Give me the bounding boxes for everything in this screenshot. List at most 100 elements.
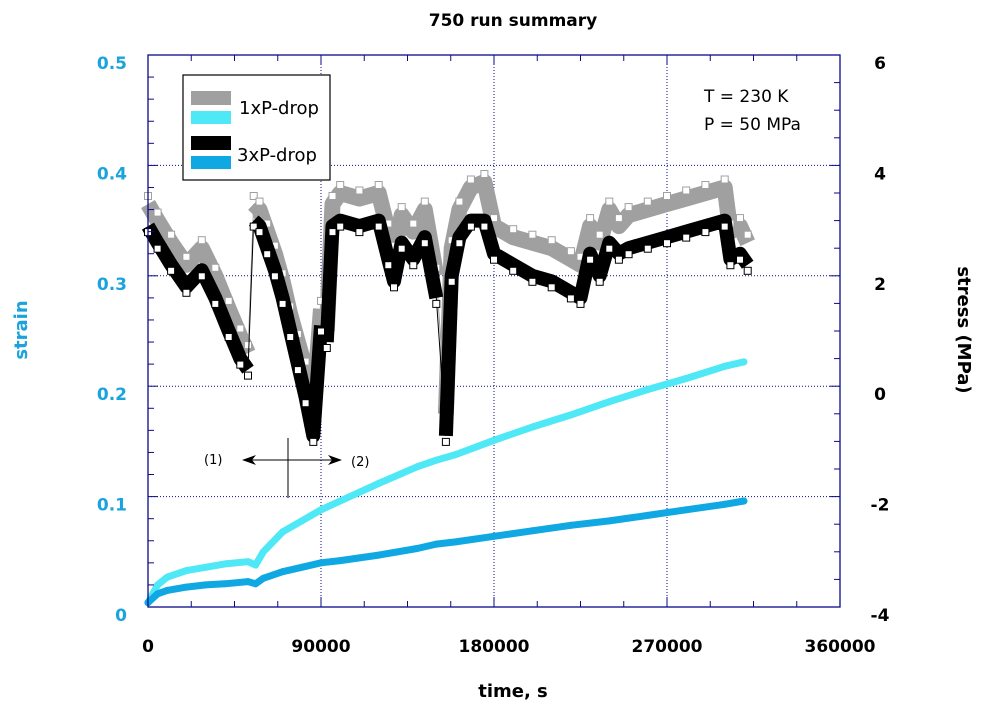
temperature-annotation: T = 230 K [703, 87, 789, 107]
stress-point [701, 228, 710, 237]
x-tick-label: 90000 [291, 637, 350, 657]
strain-point [452, 451, 460, 459]
y-left-tick-label: 0.5 [97, 54, 127, 74]
stress-point [720, 222, 729, 231]
stress-point [566, 294, 575, 303]
stress-point [322, 344, 331, 352]
strain-point [154, 581, 162, 589]
strain-point [375, 551, 383, 559]
stress-point [432, 299, 441, 308]
legend-swatch-1xp-strain [191, 111, 231, 124]
stress-point [726, 261, 735, 270]
arrow-right-icon [328, 455, 342, 465]
stress-point [595, 230, 604, 239]
legend-swatch-1xp-stress [191, 91, 231, 105]
stress-point [384, 261, 393, 270]
stress-point [509, 225, 518, 234]
strain-point [644, 386, 652, 393]
legend-swatch-3xp-stress [191, 136, 231, 150]
stress-point [547, 236, 556, 245]
stress-point [236, 360, 245, 369]
stress-point [224, 296, 233, 305]
x-axis-label: time, s [478, 681, 548, 702]
legend-label-1xp: 1xP-drop [239, 98, 319, 119]
strain-point [413, 545, 421, 552]
strain-point [317, 506, 325, 514]
y-left-axis-label: strain [11, 300, 32, 359]
strain-point [163, 586, 171, 594]
stress-point [528, 277, 537, 286]
legend-swatch-3xp-strain [191, 156, 231, 169]
stress-point [317, 327, 325, 336]
strain-line [144, 497, 748, 607]
strain-point [317, 559, 325, 567]
phase-label-2: (2) [351, 455, 369, 470]
strain-point [244, 578, 252, 586]
stress-point [167, 230, 176, 239]
strain-point [182, 567, 190, 575]
stress-point [197, 236, 206, 245]
stress-point [255, 228, 264, 237]
y-right-tick-label: -4 [871, 606, 890, 626]
strain-point [567, 411, 575, 419]
strain-point [202, 563, 210, 571]
stress-point [624, 250, 633, 259]
stress-point [614, 214, 623, 223]
stress-point [167, 266, 176, 275]
stress-point [409, 219, 418, 228]
strain-point [605, 517, 613, 525]
strain-point [154, 590, 162, 598]
stress-point [466, 222, 475, 231]
stress-point [197, 272, 206, 281]
strain-point [644, 511, 652, 519]
tick-labels: 0 90000 180000 270000 360000 0 0.1 0.2 0.3 0.4 0.5… [97, 54, 890, 657]
stress-point [420, 239, 429, 248]
stress-point [278, 299, 287, 308]
strain-point [279, 528, 287, 536]
stress-point [374, 222, 383, 231]
strain-point [452, 538, 460, 546]
chart-title: 750 run summary [429, 11, 598, 31]
stress-point [663, 192, 671, 200]
stress-point [528, 230, 537, 239]
stress-point [566, 247, 575, 256]
series-layer [141, 170, 755, 607]
stress-point [409, 261, 418, 270]
strain-point [252, 580, 260, 588]
y-left-tick-label: 0.4 [97, 164, 127, 184]
strain-point [490, 436, 498, 444]
strain-point [682, 506, 690, 514]
strain-point [721, 500, 729, 508]
stress-point [447, 277, 456, 286]
y-right-tick-label: -2 [871, 496, 890, 516]
stress-point [328, 228, 337, 237]
stress-point [355, 186, 364, 195]
strain-point [567, 521, 575, 529]
stress-point [743, 230, 752, 239]
x-tick-label: 0 [142, 637, 154, 657]
stress-point [286, 333, 295, 341]
y-left-tick-label: 0.1 [97, 496, 127, 516]
arrow-left-icon [242, 455, 256, 465]
strain-point [432, 540, 440, 548]
stress-point [236, 324, 245, 333]
stress-point [153, 244, 162, 253]
stress-point [455, 239, 464, 248]
legend: 1xP-drop 3xP-drop [182, 74, 331, 181]
stress-point [182, 288, 191, 297]
stress-point [255, 197, 264, 206]
stress-point [336, 181, 345, 189]
strain-point [605, 398, 613, 406]
stress-point [736, 255, 744, 264]
stress-point [420, 197, 429, 206]
stress-point [547, 283, 556, 292]
strain-point [740, 358, 748, 366]
pressure-annotation: P = 50 MPa [704, 115, 801, 135]
stress-point [595, 277, 604, 286]
stress-point [390, 283, 398, 292]
stress-point [480, 222, 489, 231]
stress-point [643, 197, 652, 206]
stress-point [336, 222, 345, 231]
y-right-tick-label: 0 [874, 385, 886, 405]
stress-point [605, 244, 614, 253]
